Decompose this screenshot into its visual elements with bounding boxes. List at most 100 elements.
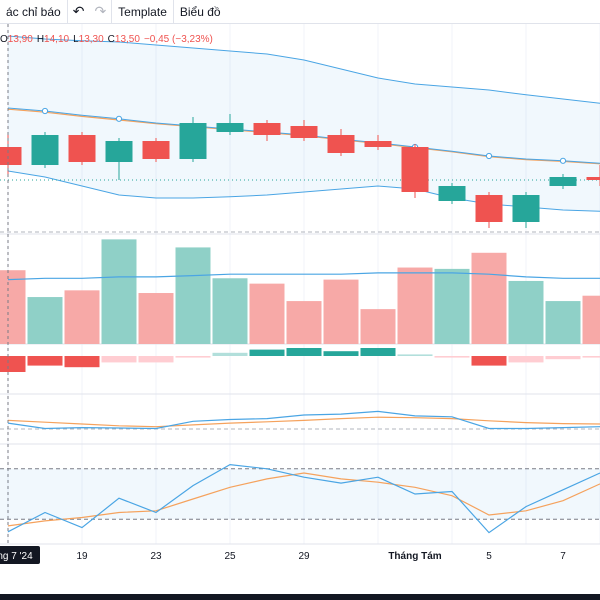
volume-bar (360, 309, 396, 344)
time-axis-label: 23 (150, 551, 162, 562)
volume-bar (175, 247, 211, 344)
crosshair-time-text: ng 7 '24 (0, 551, 33, 562)
histogram-bar (434, 356, 470, 358)
indicators-button[interactable]: ác chỉ báo (0, 0, 67, 24)
stochastic-d-line (7, 472, 600, 527)
bollinger-middle-point (559, 157, 567, 164)
candle (401, 144, 429, 198)
undo-icon[interactable]: ↶ (72, 3, 85, 19)
open-label: O (0, 33, 8, 45)
volume-bar (27, 297, 63, 344)
candle (512, 192, 540, 228)
candle (105, 138, 133, 180)
chart-button[interactable]: Biểu đồ (174, 0, 227, 24)
ohlc-legend: O13,90 H14,10 L13,30 C13,50 −0,45 (−3,23… (0, 32, 213, 46)
volume-bar (434, 268, 470, 344)
volume-bar (0, 270, 26, 344)
candle-body (142, 141, 170, 159)
stochastic-band-fill (0, 468, 600, 520)
histogram-bar (360, 348, 396, 356)
volume-bar (249, 283, 285, 344)
crosshair-time-box (0, 546, 40, 564)
toolbar-divider (66, 0, 68, 24)
candle (586, 165, 600, 186)
candle-body (68, 135, 96, 162)
candle-body (105, 141, 133, 162)
volume-bar (138, 293, 174, 344)
candle-body (290, 126, 318, 138)
volume-bar (582, 295, 600, 344)
template-button[interactable]: Template (112, 0, 173, 24)
histogram-bar (101, 356, 137, 363)
bottom-bar (0, 594, 600, 600)
candle-body (0, 147, 22, 165)
candle (438, 183, 466, 204)
time-axis-label: 7 (560, 551, 566, 562)
histogram-bar (545, 356, 581, 360)
high-value: 14,10 (44, 33, 70, 45)
volume-bar (471, 252, 507, 344)
candle-body (253, 123, 281, 135)
histogram-bar (582, 356, 600, 358)
toolbar-divider (111, 0, 113, 24)
candle-body (475, 195, 503, 222)
macd-signal-line (7, 416, 600, 428)
volume-bar (508, 280, 544, 344)
histogram-bar (471, 356, 507, 366)
volume-bar (545, 301, 581, 344)
time-axis-label: 29 (298, 551, 310, 562)
candle (216, 114, 244, 135)
low-value: 13,30 (78, 33, 104, 45)
candle (253, 120, 281, 141)
candle (290, 120, 318, 141)
template-label: Template (118, 4, 167, 19)
close-value: 13,50 (114, 33, 140, 45)
top-toolbar: ác chỉ báo ↶ ↷ Template Biểu đồ (0, 0, 600, 24)
candle (142, 138, 170, 162)
bollinger-middle-point (115, 115, 123, 122)
volume-bar (286, 301, 322, 344)
candle-body (401, 147, 429, 192)
candle-body (179, 123, 207, 159)
low-label: L (73, 33, 79, 45)
histogram-bar (397, 354, 433, 356)
bollinger-middle-point (485, 152, 493, 160)
time-axis-label: 5 (486, 551, 492, 562)
candle (549, 174, 577, 189)
histogram-bar (0, 356, 26, 372)
crosshair-time-label: ng 7 '24 (0, 546, 40, 564)
redo-icon[interactable]: ↷ (94, 3, 107, 19)
macd-line (7, 410, 600, 430)
histogram-bar (323, 351, 359, 356)
histogram-bar (64, 356, 100, 368)
volume-ma-line (7, 272, 600, 281)
candle (31, 132, 59, 168)
candle (364, 135, 392, 150)
close-label: C (107, 33, 115, 45)
candle-body (549, 177, 577, 186)
candle-body (327, 135, 355, 153)
candle (179, 117, 207, 162)
chart-label: Biểu đồ (179, 4, 221, 19)
candle (0, 135, 22, 174)
candle (475, 192, 503, 228)
time-axis-label: 25 (224, 551, 236, 562)
histogram-bar (508, 356, 544, 363)
candle (327, 129, 355, 156)
stochastic-k-line (7, 463, 600, 534)
histogram-bar (27, 356, 63, 366)
histogram-bar (138, 356, 174, 363)
bollinger-upper-line (7, 35, 600, 104)
candle-body (364, 141, 392, 147)
time-axis-label: 19 (76, 551, 88, 562)
volume-bar (64, 290, 100, 344)
high-label: H (36, 33, 45, 45)
candle-body (512, 195, 540, 222)
candle-body (31, 135, 59, 165)
candle-body (586, 177, 600, 180)
change-value: −0,45 (−3,23%) (143, 33, 213, 45)
candle-body (216, 123, 244, 132)
histogram-bar (249, 349, 285, 356)
open-value: 13,90 (7, 33, 33, 45)
